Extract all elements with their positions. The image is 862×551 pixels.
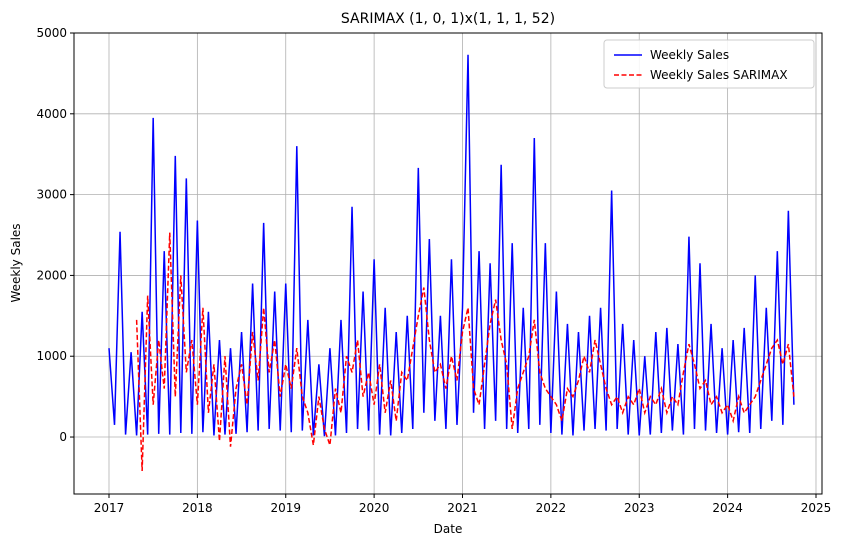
y-axis-label: Weekly Sales <box>9 223 23 302</box>
y-tick-label: 3000 <box>36 188 67 202</box>
legend-label: Weekly Sales SARIMAX <box>650 68 788 82</box>
series-line <box>135 232 795 471</box>
y-tick-label: 4000 <box>36 107 67 121</box>
legend-box <box>603 39 815 89</box>
x-tick-label: 2021 <box>447 501 478 515</box>
plot-frame <box>73 32 823 495</box>
legend-label: Weekly Sales <box>650 48 729 62</box>
y-tick-label: 0 <box>59 430 67 444</box>
x-tick-label: 2019 <box>270 501 301 515</box>
chart-title: SARIMAX (1, 0, 1)x(1, 1, 1, 52) <box>341 11 555 27</box>
x-tick-label: 2024 <box>712 501 743 515</box>
y-tick-label: 1000 <box>36 349 67 363</box>
y-tick-label: 5000 <box>36 26 67 40</box>
x-tick-label: 2017 <box>94 501 125 515</box>
x-tick-label: 2025 <box>801 501 832 515</box>
y-tick-label: 2000 <box>36 268 67 282</box>
x-tick-label: 2022 <box>536 501 567 515</box>
x-tick-label: 2020 <box>359 501 390 515</box>
series-line <box>108 54 795 437</box>
x-axis-label: Date <box>434 522 463 536</box>
x-tick-label: 2018 <box>182 501 213 515</box>
x-tick-label: 2023 <box>624 501 655 515</box>
